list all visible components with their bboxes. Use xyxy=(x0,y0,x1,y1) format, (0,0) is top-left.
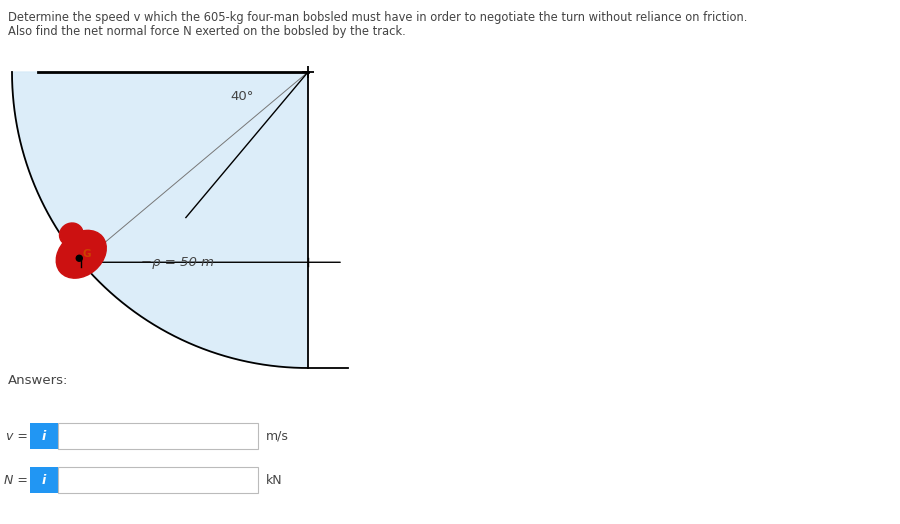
Text: i: i xyxy=(42,430,46,442)
Text: m/s: m/s xyxy=(266,430,289,442)
Text: kN: kN xyxy=(266,474,283,486)
Ellipse shape xyxy=(59,223,83,246)
Polygon shape xyxy=(12,72,308,368)
FancyBboxPatch shape xyxy=(58,467,258,493)
Text: 40°: 40° xyxy=(230,90,254,103)
FancyBboxPatch shape xyxy=(30,467,58,493)
Text: Answers:: Answers: xyxy=(8,374,68,387)
Text: G: G xyxy=(82,249,91,259)
Text: Determine the speed v which the 605-kg four-man bobsled must have in order to ne: Determine the speed v which the 605-kg f… xyxy=(8,11,747,24)
FancyBboxPatch shape xyxy=(58,423,258,449)
Text: −ρ = 50 m: −ρ = 50 m xyxy=(141,256,214,269)
Circle shape xyxy=(76,255,82,261)
Text: i: i xyxy=(42,474,46,486)
Ellipse shape xyxy=(56,231,106,278)
Text: Also find the net normal force N exerted on the bobsled by the track.: Also find the net normal force N exerted… xyxy=(8,25,406,38)
FancyBboxPatch shape xyxy=(30,423,58,449)
Text: v =: v = xyxy=(6,430,28,442)
Text: N =: N = xyxy=(4,474,28,486)
